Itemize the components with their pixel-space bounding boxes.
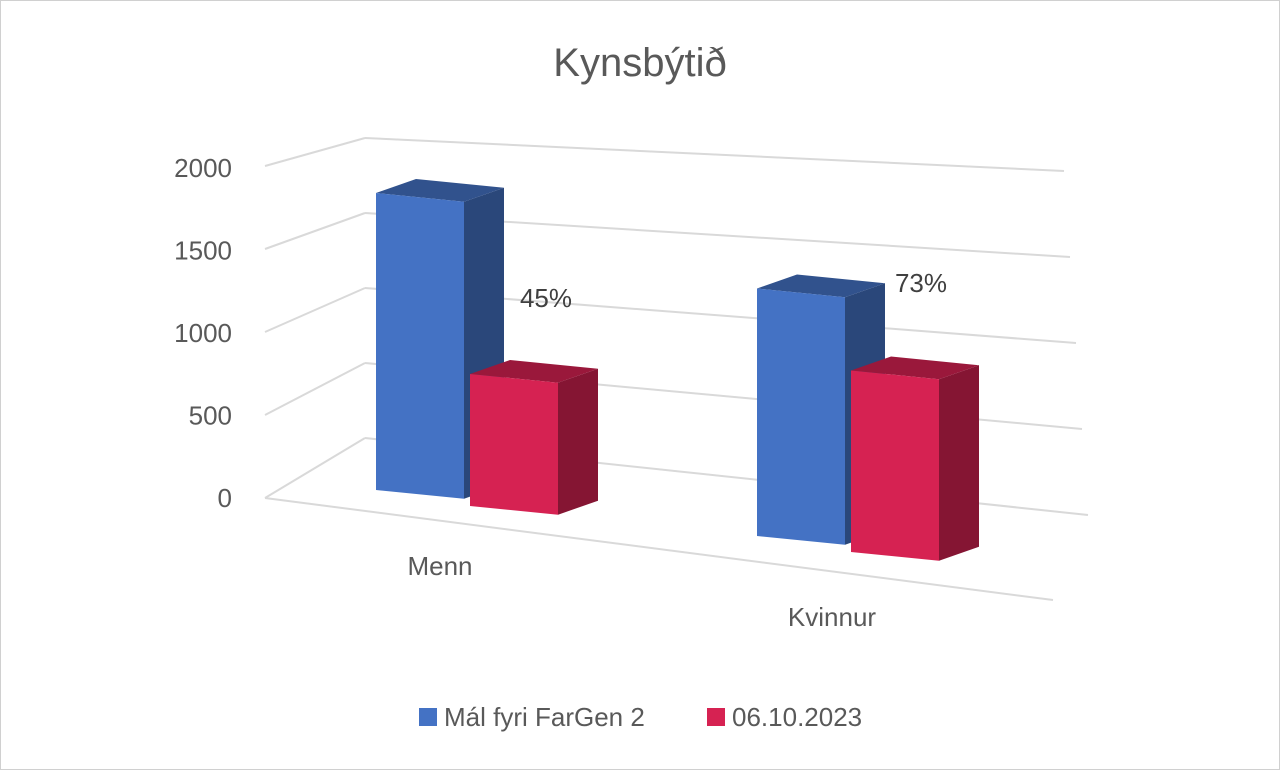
category-label: Kvinnur — [788, 602, 876, 632]
data-labels: 45% 73% — [520, 268, 947, 313]
bar-top — [851, 356, 979, 380]
y-tick-label: 1500 — [174, 236, 232, 266]
bar-side — [939, 365, 979, 561]
bar-front — [376, 193, 464, 499]
y-tick-label: 2000 — [174, 153, 232, 183]
data-label: 45% — [520, 283, 572, 313]
category-label: Menn — [407, 551, 472, 581]
grid-side-line — [264, 437, 366, 499]
y-tick-label: 0 — [218, 483, 232, 513]
grid-side-line — [264, 137, 366, 167]
legend-label: Mál fyri FarGen 2 — [444, 702, 645, 732]
legend-swatch — [707, 708, 725, 726]
grid-back-line — [364, 137, 1065, 172]
floor-front-edge — [264, 497, 1054, 601]
legend-swatch — [419, 708, 437, 726]
bar-front — [851, 370, 939, 561]
bar-top — [470, 360, 598, 383]
category-labels: Menn Kvinnur — [407, 551, 876, 632]
y-axis-ticks: 0 500 1000 1500 2000 — [174, 153, 232, 513]
bar-side — [558, 368, 598, 515]
y-tick-label: 1000 — [174, 318, 232, 348]
bars — [376, 179, 979, 561]
bar-top — [376, 179, 504, 202]
y-tick-label: 500 — [189, 401, 232, 431]
legend: Mál fyri FarGen 2 06.10.2023 — [419, 702, 862, 732]
bar-top — [757, 274, 885, 298]
legend-label: 06.10.2023 — [732, 702, 862, 732]
chart-title: Kynsbýtið — [553, 41, 726, 85]
grid-side-line — [264, 362, 366, 416]
bar-front — [757, 288, 845, 545]
bar-front — [470, 374, 558, 515]
data-label: 73% — [895, 268, 947, 298]
grid-side-line — [264, 287, 366, 333]
grid-side-line — [264, 212, 366, 250]
